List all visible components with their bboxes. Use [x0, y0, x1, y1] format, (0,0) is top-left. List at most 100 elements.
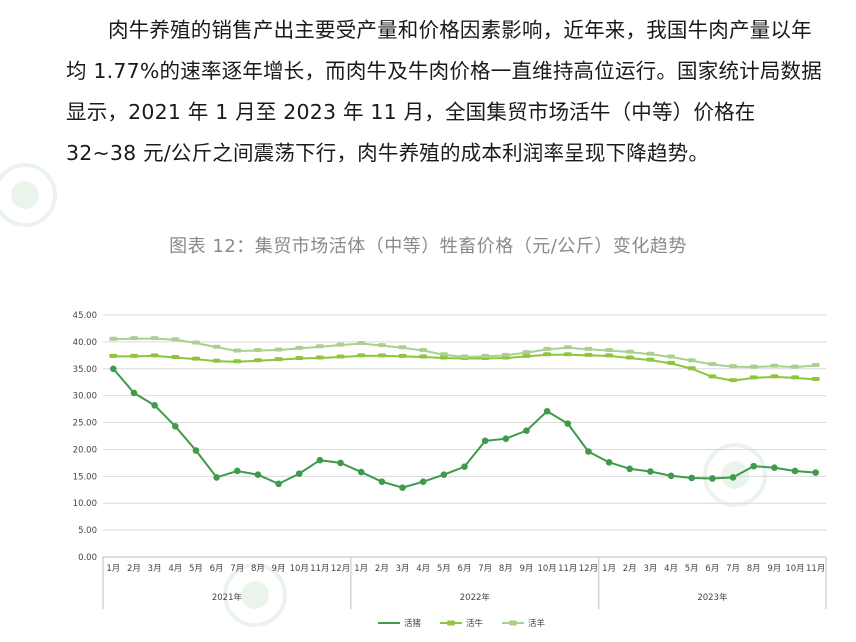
- x-tick-label: 11月: [310, 564, 329, 574]
- data-point: [749, 364, 758, 369]
- y-tick-label: 40.00: [73, 338, 97, 348]
- data-point: [522, 350, 531, 355]
- data-point: [811, 377, 820, 382]
- y-tick-label: 45.00: [73, 311, 97, 321]
- x-tick-label: 8月: [747, 564, 761, 574]
- data-point: [770, 363, 779, 368]
- data-point: [419, 354, 428, 359]
- data-point: [399, 484, 406, 491]
- data-point: [708, 374, 717, 379]
- data-point: [171, 354, 180, 359]
- x-tick-label: 11月: [806, 564, 825, 574]
- data-point: [605, 353, 614, 358]
- legend-marker: [447, 620, 455, 626]
- x-tick-label: 8月: [251, 564, 265, 574]
- data-point: [233, 467, 241, 475]
- data-point: [625, 349, 634, 354]
- data-point: [708, 361, 717, 366]
- data-point: [440, 471, 448, 479]
- data-point: [171, 337, 180, 342]
- x-tick-label: 3月: [643, 564, 657, 574]
- data-point: [460, 354, 469, 359]
- chart-title: 图表 12：集贸市场活体（中等）牲畜价格（元/公斤）变化趋势: [169, 236, 687, 257]
- data-point: [109, 353, 118, 358]
- data-point: [274, 347, 283, 352]
- x-tick-label: 9月: [520, 564, 534, 574]
- data-point: [646, 357, 655, 362]
- data-point: [791, 467, 799, 475]
- y-tick-label: 10.00: [73, 499, 97, 509]
- data-point: [563, 345, 572, 350]
- data-point: [502, 435, 510, 442]
- data-point: [316, 456, 324, 464]
- data-point: [172, 423, 179, 430]
- data-point: [275, 480, 282, 488]
- x-tick-label: 1月: [106, 564, 120, 574]
- x-tick-label: 5月: [189, 564, 203, 574]
- data-point: [150, 336, 159, 341]
- data-point: [377, 343, 386, 348]
- year-label: 2021年: [212, 592, 243, 603]
- data-point: [439, 352, 448, 357]
- data-point: [791, 364, 800, 369]
- data-point: [336, 354, 345, 359]
- x-tick-label: 4月: [416, 564, 430, 574]
- data-point: [688, 474, 696, 482]
- data-point: [605, 459, 613, 466]
- data-point: [811, 363, 820, 368]
- x-tick-label: 6月: [210, 564, 224, 574]
- data-point: [109, 336, 118, 341]
- data-point: [647, 468, 654, 475]
- x-tick-label: 12月: [579, 564, 598, 574]
- data-point: [212, 358, 221, 363]
- data-point: [110, 365, 117, 373]
- data-point: [295, 356, 304, 361]
- legend-label: 活猪: [404, 618, 422, 629]
- data-point: [605, 347, 614, 352]
- data-point: [625, 355, 634, 360]
- body-paragraph: 肉牛养殖的销售产出主要受产量和价格因素影响，近年来，我国牛肉产量以年均 1.77…: [66, 18, 822, 165]
- data-point: [130, 389, 138, 397]
- x-tick-label: 10月: [785, 564, 804, 574]
- x-tick-label: 1月: [602, 564, 616, 574]
- data-point: [522, 353, 531, 358]
- data-point: [770, 374, 779, 379]
- x-tick-label: 12月: [331, 564, 350, 574]
- x-tick-label: 4月: [664, 564, 678, 574]
- data-point: [336, 342, 345, 347]
- x-tick-label: 2月: [375, 564, 389, 574]
- data-point: [129, 336, 138, 341]
- data-point: [687, 358, 696, 363]
- x-tick-label: 5月: [685, 564, 699, 574]
- data-point: [729, 364, 738, 369]
- y-tick-label: 0.00: [78, 553, 97, 563]
- data-point: [315, 355, 324, 360]
- price-trend-chart: 0.00 5.00 10.00 15.00 20.00 25.00 30.00 35.00 40…: [73, 311, 827, 629]
- data-point: [501, 352, 510, 357]
- x-tick-label: 8月: [499, 564, 513, 574]
- y-tick-label: 30.00: [73, 392, 97, 402]
- data-point: [585, 448, 592, 455]
- data-point: [192, 447, 200, 454]
- x-tick-label: 9月: [272, 564, 286, 574]
- data-point: [357, 353, 366, 358]
- legend-label: 活羊: [528, 618, 546, 629]
- data-point: [812, 469, 819, 476]
- data-point: [233, 348, 242, 353]
- data-point: [667, 472, 675, 480]
- data-point: [461, 463, 468, 470]
- x-tick-label: 3月: [148, 564, 162, 574]
- data-point: [419, 478, 427, 486]
- watermark-logo: [223, 563, 287, 627]
- data-point: [357, 341, 366, 346]
- x-tick-label: 2月: [623, 564, 637, 574]
- data-point: [749, 375, 758, 380]
- data-point: [729, 378, 738, 383]
- data-point: [150, 353, 159, 358]
- data-point: [791, 375, 800, 380]
- data-point: [212, 344, 221, 349]
- data-point: [543, 407, 551, 415]
- x-tick-label: 7月: [230, 564, 244, 574]
- data-point: [295, 470, 303, 477]
- x-tick-label: 7月: [478, 564, 492, 574]
